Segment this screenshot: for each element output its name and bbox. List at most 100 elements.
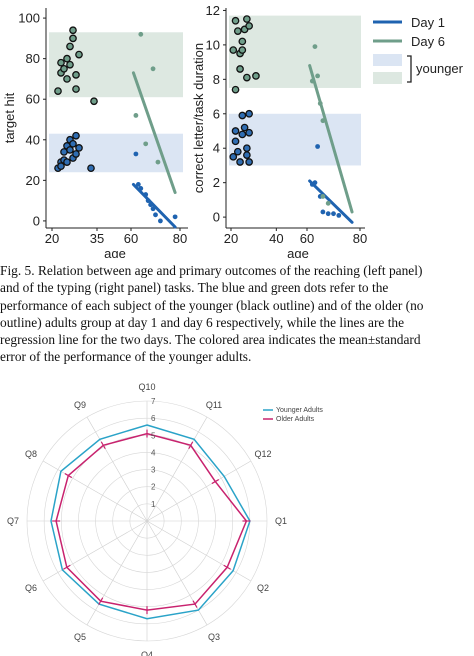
right-point (320, 194, 326, 199)
radar-ring (112, 486, 182, 556)
right-point (238, 37, 247, 46)
left-point (60, 64, 68, 73)
right-regression-2 (308, 64, 354, 214)
radar-legend-label-younger: Younger Adults (276, 407, 323, 414)
left-point (66, 60, 74, 69)
right-y-tick-label: 12 (206, 3, 220, 18)
right-x-tick-label: 80 (353, 231, 367, 246)
left-point (148, 202, 154, 208)
right-point (243, 144, 251, 153)
right-point (233, 27, 242, 35)
radar-spoke (42, 520, 148, 582)
caption-line: outline) adults group at day 1 and day 6… (0, 314, 405, 330)
right-point (315, 73, 320, 79)
right-point (315, 144, 320, 149)
right-point (331, 211, 336, 217)
right-point (238, 46, 247, 54)
right-point (317, 101, 323, 106)
left-point (72, 150, 80, 158)
right-y-tick-label: 2 (213, 175, 220, 190)
radar-spoke (86, 520, 148, 626)
figure-5: 0 20 40 60 80 100 20 35 60 80 target hit age 0 2 4… (2, 3, 464, 258)
radar-scale-label: 4 (151, 448, 156, 457)
left-point (143, 141, 149, 147)
left-point (138, 31, 144, 37)
left-point (72, 85, 80, 93)
radar-series-older (55, 432, 248, 611)
radar-error-tick (64, 473, 73, 479)
radar-axis-label: Q7 (7, 516, 19, 526)
left-point (133, 151, 139, 157)
radar-spoke (146, 520, 252, 582)
right-y-tick-label: 0 (213, 210, 220, 225)
radar-axis-label: Q3 (208, 632, 220, 642)
left-point (87, 164, 95, 173)
radar-scale-label: 1 (151, 500, 156, 509)
left-point (57, 162, 65, 171)
right-point (236, 158, 244, 166)
typing-panel: 0 2 4 6 8 10 12 20 40 60 80 correct letter/task d… (191, 3, 367, 258)
left-x-tick-label: 35 (90, 231, 104, 246)
right-y-tick-label: 6 (213, 106, 220, 121)
right-point (245, 109, 253, 118)
right-point (245, 22, 253, 30)
right-point (336, 212, 342, 218)
radar-ring (129, 503, 165, 539)
radar-ring (95, 469, 199, 573)
radar-scale-label: 5 (151, 431, 156, 440)
right-point (312, 180, 318, 186)
left-point (72, 131, 80, 140)
radar-scale-label: 6 (151, 414, 156, 423)
left-point (145, 198, 151, 204)
radar-axis-label: Q10 (138, 382, 155, 392)
left-point (133, 113, 139, 118)
left-y-tick-label: 0 (33, 213, 40, 228)
right-point (245, 158, 253, 166)
left-x-tick-label: 20 (45, 231, 59, 246)
radar-error-tick (192, 600, 198, 608)
left-regression-1 (131, 182, 177, 229)
right-point (243, 151, 251, 159)
right-point (325, 200, 331, 206)
left-point (54, 87, 62, 95)
radar-axis-label: Q6 (25, 583, 37, 593)
right-point (238, 111, 247, 120)
right-point (325, 211, 331, 217)
right-point (229, 152, 238, 161)
left-x-axis-label: age (104, 246, 126, 258)
radar-legend-label-older: Older Adults (276, 416, 315, 423)
right-point (233, 147, 242, 156)
right-point (238, 130, 247, 139)
radar-spoke (146, 416, 208, 522)
left-point (69, 139, 77, 148)
left-point (172, 214, 178, 220)
right-point (236, 65, 244, 73)
right-point (309, 78, 315, 84)
left-point (72, 71, 80, 79)
radar-axis-label: Q9 (74, 400, 86, 410)
left-y-tick-label: 80 (26, 51, 40, 66)
left-y-tick-label: 40 (26, 132, 40, 147)
radar-axis-label: Q2 (257, 583, 269, 593)
right-x-tick-label: 40 (269, 231, 283, 246)
figure-caption: Fig. 5. Relation between age and primary… (0, 262, 474, 366)
right-point (320, 118, 326, 124)
radar-error-tick (188, 441, 194, 450)
right-point (245, 128, 253, 137)
left-point (69, 34, 77, 43)
legend: Day 1 Day 6 younger (373, 15, 464, 84)
left-x-tick-label: 60 (124, 231, 138, 246)
left-point (135, 182, 141, 187)
right-point (320, 209, 326, 215)
right-regression-1 (308, 179, 354, 224)
right-point (312, 44, 318, 50)
caption-line: regression line for the two days. The co… (0, 332, 421, 348)
left-point (75, 50, 83, 59)
radar-axis-label: Q1 (275, 516, 287, 526)
left-point (63, 158, 71, 166)
right-x-axis-label: age (287, 246, 309, 258)
radar-series-younger (50, 424, 251, 620)
left-point (155, 159, 161, 165)
left-y-axis-label: target hit (2, 92, 17, 143)
caption-line: performance of each subject of the young… (0, 297, 424, 313)
